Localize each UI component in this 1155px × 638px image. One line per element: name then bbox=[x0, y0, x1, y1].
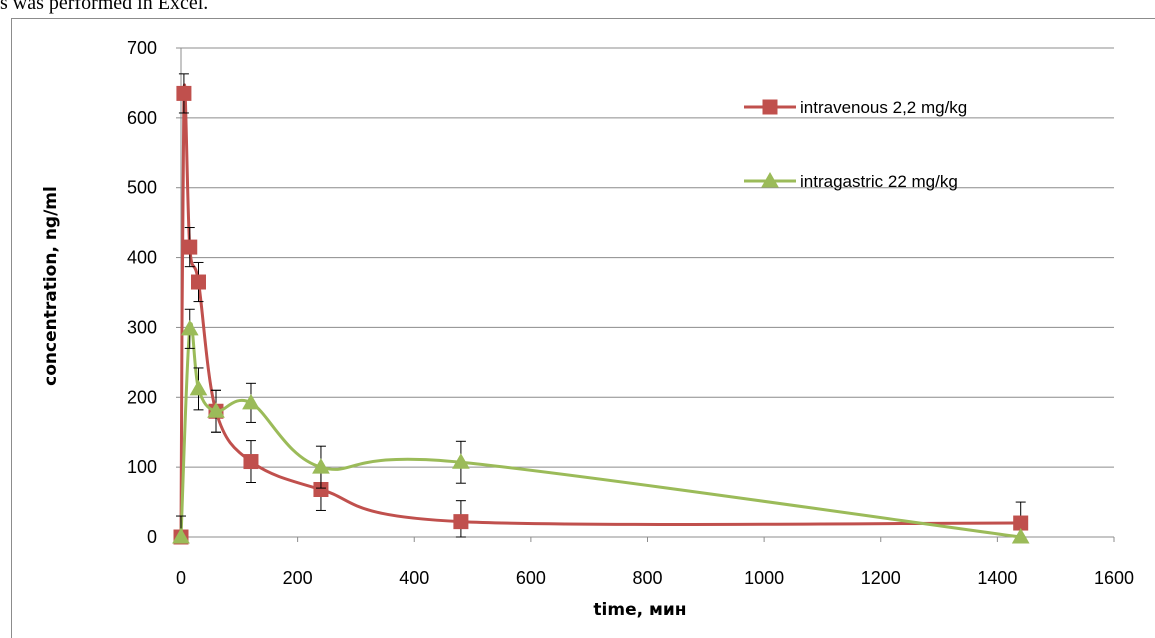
y-tick-label: 300 bbox=[127, 317, 157, 337]
data-point-intravenous bbox=[453, 514, 469, 530]
data-point-intravenous bbox=[1013, 515, 1029, 531]
data-point-intragastric bbox=[189, 379, 208, 396]
x-tick-label: 0 bbox=[176, 568, 186, 588]
axes: 0 100 200 300 400 500 600 700 0 200 400 600 800 1000 1… bbox=[127, 38, 1134, 588]
series-layer bbox=[172, 73, 1030, 545]
legend-marker-intragastric bbox=[761, 171, 779, 188]
series-intravenous bbox=[173, 73, 1029, 545]
x-tick-label: 400 bbox=[399, 568, 429, 588]
x-tick-label: 600 bbox=[516, 568, 546, 588]
caption-text: s was performed in Excel. bbox=[0, 0, 209, 14]
data-point-intragastric bbox=[242, 393, 260, 410]
series-line-intravenous bbox=[179, 83, 1021, 538]
x-tick-label: 1600 bbox=[1094, 568, 1134, 588]
y-tick-label: 100 bbox=[127, 457, 157, 477]
y-tick-label: 500 bbox=[127, 178, 157, 198]
y-tick-label: 700 bbox=[127, 38, 157, 58]
legend-marker-intravenous bbox=[762, 99, 778, 115]
series-intragastric bbox=[172, 308, 1030, 544]
y-tick-label: 0 bbox=[147, 527, 157, 547]
y-tick-label: 200 bbox=[127, 387, 157, 407]
y-tick-label: 600 bbox=[127, 108, 157, 128]
series-line-intragastric bbox=[179, 322, 1021, 539]
y-axis-title: concentration, ng/ml bbox=[41, 186, 61, 386]
gridlines bbox=[181, 47, 1114, 468]
legend-label-intragastric: intragastric 22 mg/kg bbox=[800, 172, 958, 191]
x-tick-label: 200 bbox=[283, 568, 313, 588]
data-point-intravenous bbox=[190, 274, 206, 290]
data-point-intragastric bbox=[312, 458, 330, 474]
data-point-intragastric bbox=[452, 453, 470, 469]
chart-frame bbox=[11, 18, 1155, 638]
data-point-intravenous bbox=[243, 454, 259, 470]
x-tick-label: 1400 bbox=[977, 568, 1017, 588]
data-point-intravenous bbox=[182, 239, 198, 255]
x-axis-title: time, мин bbox=[593, 600, 686, 620]
line-chart: 0 100 200 300 400 500 600 700 0 200 400 600 800 1000 1… bbox=[41, 38, 1134, 620]
data-point-intragastric bbox=[207, 402, 225, 418]
x-tick-label: 1000 bbox=[744, 568, 784, 588]
data-point-intragastric bbox=[1011, 527, 1030, 544]
legend: intravenous 2,2 mg/kg intragastric 22 mg/… bbox=[744, 98, 967, 191]
data-point-intragastric bbox=[172, 527, 190, 544]
data-point-intragastric bbox=[180, 319, 199, 336]
data-point-intravenous bbox=[176, 85, 192, 101]
y-tick-label: 400 bbox=[127, 248, 157, 268]
x-tick-label: 1200 bbox=[861, 568, 901, 588]
x-tick-label: 800 bbox=[632, 568, 662, 588]
legend-label-intravenous: intravenous 2,2 mg/kg bbox=[800, 98, 967, 117]
